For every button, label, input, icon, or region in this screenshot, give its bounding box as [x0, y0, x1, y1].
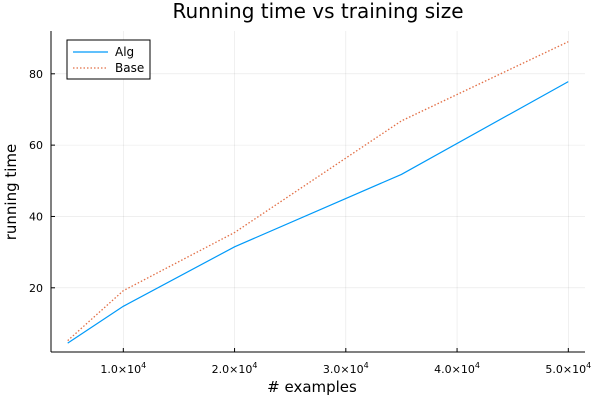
legend-label-base: Base [115, 61, 144, 75]
y-tick-label: 80 [29, 68, 43, 81]
y-tick-label: 60 [29, 139, 43, 152]
x-tick-label: 3.0×104 [323, 361, 369, 376]
x-tick-label: 4.0×104 [434, 361, 480, 376]
tick-labels: 1.0×104 2.0×104 3.0×104 4.0×104 5.0×104 20 40 6… [29, 68, 591, 376]
x-tick-label: 2.0×104 [212, 361, 258, 376]
legend-label-alg: Alg [115, 45, 134, 59]
x-axis-label: # examples [267, 378, 357, 396]
series-line-alg [67, 81, 569, 344]
x-tick-label: 5.0×104 [545, 361, 591, 376]
grid [51, 31, 585, 352]
legend: Alg Base [66, 39, 151, 80]
y-tick-label: 20 [29, 282, 43, 295]
series-line-base [67, 41, 569, 342]
legend-box [66, 39, 151, 80]
y-axis-label: running time [2, 144, 20, 241]
x-tick-label: 1.0×104 [100, 361, 146, 376]
chart-title: Running time vs training size [172, 0, 463, 23]
series-lines [67, 41, 569, 344]
axes [50, 31, 585, 353]
y-tick-label: 40 [29, 210, 43, 223]
